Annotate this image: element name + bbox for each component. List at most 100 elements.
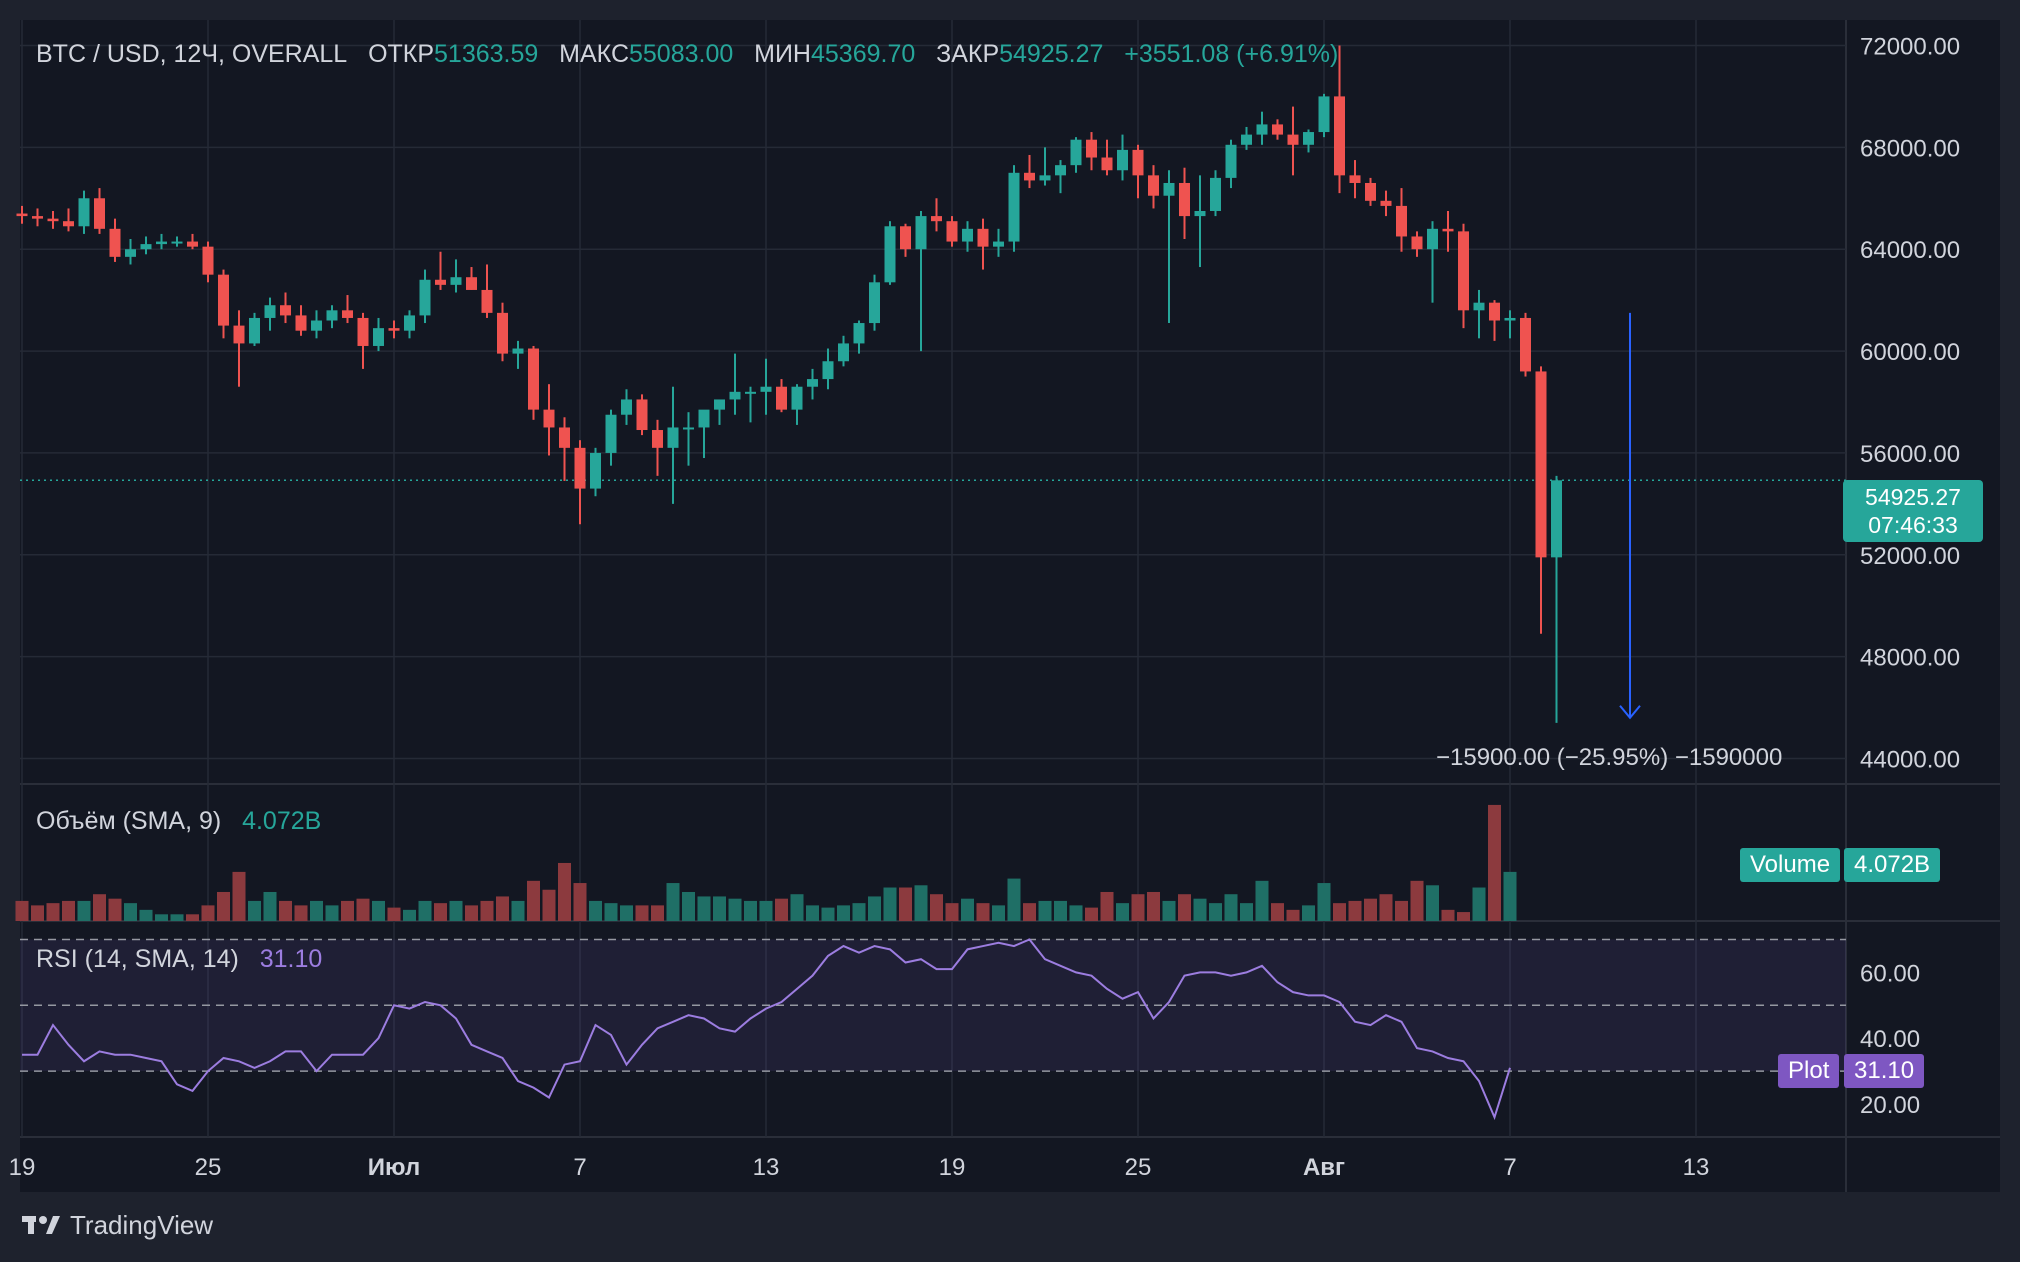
rsi-legend-value: 31.10	[259, 945, 323, 973]
candle-body	[1287, 134, 1299, 145]
candle-body	[993, 241, 1004, 247]
candle-body	[1024, 172, 1035, 181]
tradingview-logo[interactable]: TradingView	[22, 1210, 213, 1241]
candle-body	[1489, 302, 1500, 321]
volume-bar	[992, 905, 1005, 921]
volume-bar	[294, 905, 308, 921]
price-tick-label: 48000.00	[1860, 645, 1960, 672]
open-value: 51363.59	[434, 40, 539, 68]
volume-bar	[1209, 903, 1222, 921]
candle-body	[1039, 175, 1051, 181]
time-tick-label: Авг	[1303, 1154, 1345, 1181]
time-tick-label: 19	[9, 1154, 36, 1181]
volume-bar	[1472, 887, 1486, 921]
volume-bar	[806, 905, 819, 921]
time-tick-label: 25	[1125, 1154, 1152, 1181]
volume-bar	[1147, 891, 1160, 921]
measure-arrow-head	[1619, 705, 1641, 720]
candle-body	[156, 241, 167, 245]
candle-body	[171, 241, 183, 244]
volume-bar	[651, 905, 664, 921]
volume-bar	[1410, 880, 1424, 921]
price-tick-label: 60000.00	[1860, 339, 1960, 366]
candle-body	[295, 315, 307, 331]
high-value: 55083.00	[629, 40, 734, 68]
volume-bar	[868, 896, 881, 921]
candle-body	[574, 447, 586, 489]
volume-bar	[263, 891, 277, 921]
rsi-line	[22, 938, 1511, 1121]
time-tick-label: 19	[939, 1154, 966, 1181]
volume-bar	[1503, 871, 1517, 921]
volume-bar	[341, 900, 354, 921]
volume-bar	[899, 887, 912, 921]
volume-bar	[837, 905, 850, 921]
candle-body	[466, 277, 477, 290]
volume-bar	[139, 909, 153, 921]
volume-bar	[186, 914, 199, 921]
candle-body	[481, 289, 493, 313]
candle-body	[1442, 228, 1454, 232]
volume-bar	[666, 883, 680, 921]
candle-body	[1303, 132, 1314, 145]
candle-body	[590, 452, 601, 489]
measure-label: −15900.00 (−25.95%) −1590000	[1436, 744, 1783, 771]
symbol-title[interactable]: BTC / USD, 12Ч, OVERALL	[36, 40, 348, 68]
candle-body	[605, 414, 617, 453]
candle-body	[264, 305, 276, 318]
brand-name: TradingView	[70, 1210, 214, 1240]
price-tick-label: 72000.00	[1860, 33, 1960, 60]
rsi-legend[interactable]: RSI (14, SMA, 14) 31.10	[36, 945, 322, 974]
candle-body	[1411, 236, 1423, 250]
volume-bar	[93, 894, 106, 921]
volume-bar	[77, 900, 91, 921]
volume-bar	[1271, 903, 1284, 921]
volume-bar	[930, 894, 943, 921]
price-tick-label: 68000.00	[1860, 135, 1960, 162]
volume-bar	[511, 900, 525, 921]
candle-body	[1458, 231, 1469, 311]
candle-body	[1427, 228, 1438, 250]
candle-body	[946, 221, 958, 242]
volume-bar	[682, 891, 695, 921]
candle-body	[791, 386, 803, 410]
candle-body	[311, 320, 322, 331]
volume-bar	[170, 914, 184, 921]
volume-bar	[1333, 903, 1346, 921]
candle-body	[977, 228, 989, 247]
volume-bar	[449, 900, 463, 921]
candle-body	[652, 430, 663, 448]
volume-bar	[1023, 903, 1036, 921]
time-tick-label: Июл	[368, 1154, 420, 1181]
candle-body	[1473, 302, 1485, 311]
volume-bar	[1131, 894, 1145, 921]
ohlc-legend: BTC / USD, 12Ч, OVERALL ОТКР51363.59 МАК…	[36, 40, 1338, 69]
volume-bar	[1395, 900, 1408, 921]
candle-body	[559, 427, 570, 448]
candle-body	[1334, 96, 1345, 176]
volume-bar	[527, 880, 540, 921]
volume-legend[interactable]: Объём (SMA, 9) 4.072B	[36, 807, 321, 836]
candle-body	[450, 277, 462, 285]
candle-body	[884, 226, 896, 283]
volume-bar	[46, 903, 60, 921]
candle-body	[280, 305, 291, 316]
candle-body	[760, 386, 772, 392]
volume-bar	[480, 900, 494, 921]
candle-body	[745, 391, 756, 394]
volume-bar	[155, 914, 168, 921]
volume-bar	[1441, 909, 1455, 921]
candle-body	[32, 216, 43, 219]
candle-body	[1272, 124, 1283, 135]
close-value: 54925.27	[999, 40, 1104, 68]
candle-body	[1380, 200, 1392, 206]
candle-body	[218, 274, 229, 326]
volume-bar	[1457, 912, 1470, 921]
candle-body	[1132, 149, 1144, 176]
candle-body	[388, 328, 400, 331]
candle-body	[357, 317, 369, 346]
candle-body	[838, 343, 849, 362]
volume-bar	[744, 900, 757, 921]
rsi-tick-label: 60.00	[1860, 960, 1920, 987]
